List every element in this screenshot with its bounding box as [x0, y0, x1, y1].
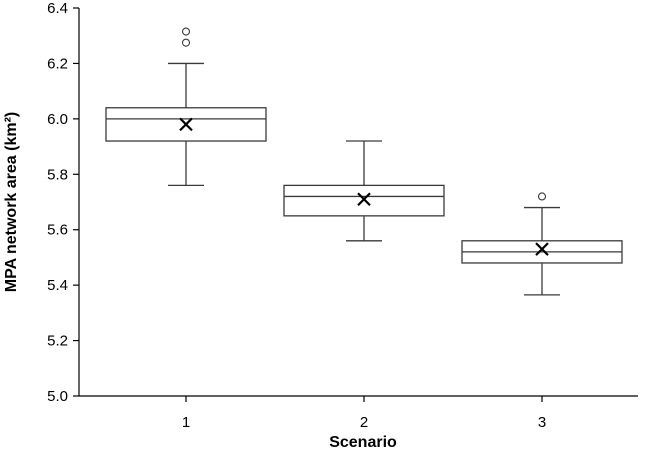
mean-marker: [357, 192, 371, 207]
x-axis-label: Scenario: [329, 434, 397, 451]
mean-marker: [179, 117, 193, 132]
y-axis-label: MPA network area (km²): [3, 112, 20, 292]
x-ticks: 1 2 3: [182, 396, 546, 431]
x-tick-label: 2: [360, 414, 368, 431]
y-ticks: 5.0 5.2 5.4 5.6 5.8 6.0 6.2 6.4: [47, 0, 79, 405]
outlier-point: [181, 27, 191, 36]
axes: [78, 8, 638, 397]
outlier-point: [537, 192, 547, 201]
x-tick-label: 1: [182, 414, 190, 431]
y-tick-label: 5.2: [47, 333, 68, 350]
y-tick-label: 5.0: [47, 388, 68, 405]
box-scenario-2: [283, 140, 445, 242]
y-tick-label: 6.2: [47, 55, 68, 72]
y-tick-label: 5.4: [47, 277, 68, 294]
y-tick-label: 6.0: [47, 111, 68, 128]
y-tick-label: 6.4: [47, 0, 68, 17]
box-scenario-1: [105, 27, 267, 187]
boxes: [105, 27, 623, 296]
outlier-point: [181, 38, 191, 47]
mean-marker: [535, 242, 549, 256]
box-scenario-3: [461, 192, 623, 296]
y-tick-label: 5.6: [47, 222, 68, 239]
y-tick-label: 5.8: [47, 166, 68, 183]
x-tick-label: 3: [538, 414, 546, 431]
